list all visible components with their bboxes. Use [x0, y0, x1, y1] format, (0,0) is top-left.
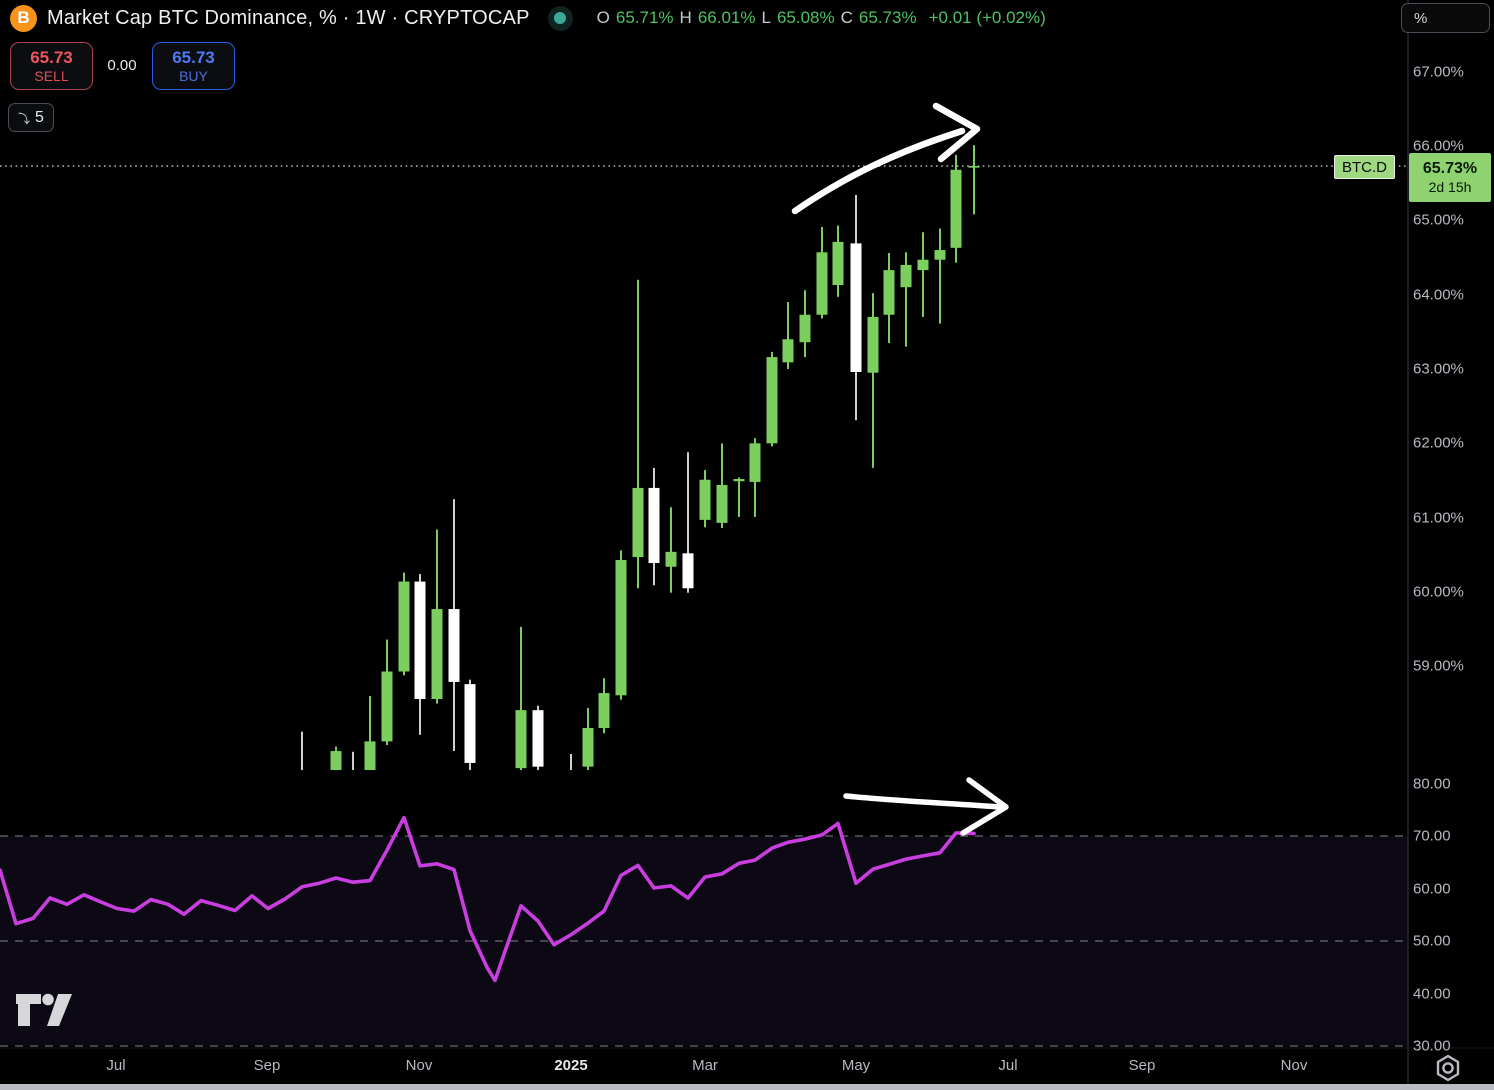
window-bottom-edge	[0, 1084, 1494, 1090]
current-price-tag[interactable]: 65.73% 2d 15h	[1409, 153, 1491, 202]
market-status-dot	[554, 12, 567, 24]
price-tick-label: 67.00%	[1413, 63, 1464, 81]
price-tick-label: 65.00%	[1413, 211, 1464, 229]
symbol-price-label[interactable]: BTC.D	[1334, 155, 1395, 179]
rsi-tick-label: 30.00	[1413, 1037, 1451, 1055]
ohlc-key: C	[840, 8, 853, 27]
ohlc-key: H	[679, 8, 692, 27]
time-axis-label: May	[841, 1057, 871, 1074]
price-change: +0.01 (+0.02%)	[928, 8, 1046, 27]
price-scale-unit-button[interactable]: %	[1401, 3, 1490, 33]
tradingview-logo-icon[interactable]	[14, 990, 76, 1030]
ohlc-value: 65.71%	[615, 8, 674, 27]
time-axis-label: Nov	[1280, 1057, 1308, 1074]
symbol-label-text: BTC.D	[1342, 158, 1387, 176]
rsi-tick-label: 60.00	[1413, 880, 1451, 897]
time-axis-label: Sep	[253, 1057, 281, 1074]
price-tick-label: 66.00%	[1413, 137, 1464, 155]
buy-label: BUY	[179, 67, 208, 84]
buy-button[interactable]: 65.73 BUY	[152, 42, 235, 90]
sell-label: SELL	[34, 67, 69, 84]
chevron-down-icon: ⤵	[18, 112, 31, 126]
rsi-line	[0, 815, 976, 983]
ohlc-value: 65.73%	[858, 8, 917, 27]
market-status-icon[interactable]	[547, 5, 573, 31]
ohlc-value: 65.08%	[776, 8, 835, 27]
ohlc-value: 66.01%	[697, 8, 756, 27]
rsi-tick-label: 80.00	[1413, 775, 1451, 792]
rsi-tick-label: 50.00	[1413, 932, 1451, 950]
ohlc-readout: O 65.71% H 66.01% L 65.08% C 65.73%	[597, 8, 917, 28]
drawing-arrow-rsi	[843, 777, 1009, 836]
candlestick-series	[301, 145, 980, 770]
price-tick-label: 62.00%	[1413, 434, 1464, 452]
price-tick-label: 59.00%	[1413, 657, 1464, 675]
rsi-tick-label: 70.00	[1413, 827, 1451, 845]
chart-header: B Market Cap BTC Dominance, % · 1W · CRY…	[10, 4, 1046, 32]
sell-button[interactable]: 65.73 SELL	[10, 42, 93, 90]
bitcoin-icon: B	[10, 4, 37, 32]
price-tick-label: 64.00%	[1413, 286, 1464, 304]
time-axis-label: Jul	[998, 1057, 1018, 1074]
time-axis-label: Mar	[692, 1057, 718, 1074]
scale-settings-gear-icon[interactable]	[1432, 1052, 1464, 1084]
replay-count: 5	[35, 108, 44, 126]
sell-price: 65.73	[30, 48, 73, 68]
time-axis-label: Nov	[405, 1057, 433, 1074]
spread-value: 0.00	[107, 57, 137, 74]
current-price-value: 65.73%	[1422, 159, 1478, 177]
time-axis-label: Jul	[106, 1057, 126, 1074]
drawing-arrow-price	[791, 102, 981, 215]
ohlc-key: L	[761, 8, 771, 27]
price-tick-label: 60.00%	[1413, 583, 1464, 601]
price-tick-label: 63.00%	[1413, 360, 1464, 378]
price-tick-label: 61.00%	[1413, 509, 1464, 527]
bar-countdown: 2d 15h	[1428, 178, 1472, 195]
time-axis-label: Sep	[1128, 1057, 1156, 1074]
rsi-tick-label: 40.00	[1413, 985, 1451, 1002]
unit-label: %	[1414, 9, 1428, 27]
symbol-title[interactable]: Market Cap BTC Dominance, % · 1W · CRYPT…	[47, 6, 530, 29]
bar-replay-dropdown[interactable]: ⤵ 5	[8, 103, 54, 132]
time-axis-label: 2025	[554, 1057, 588, 1074]
ohlc-key: O	[596, 8, 610, 27]
buy-price: 65.73	[172, 48, 215, 68]
